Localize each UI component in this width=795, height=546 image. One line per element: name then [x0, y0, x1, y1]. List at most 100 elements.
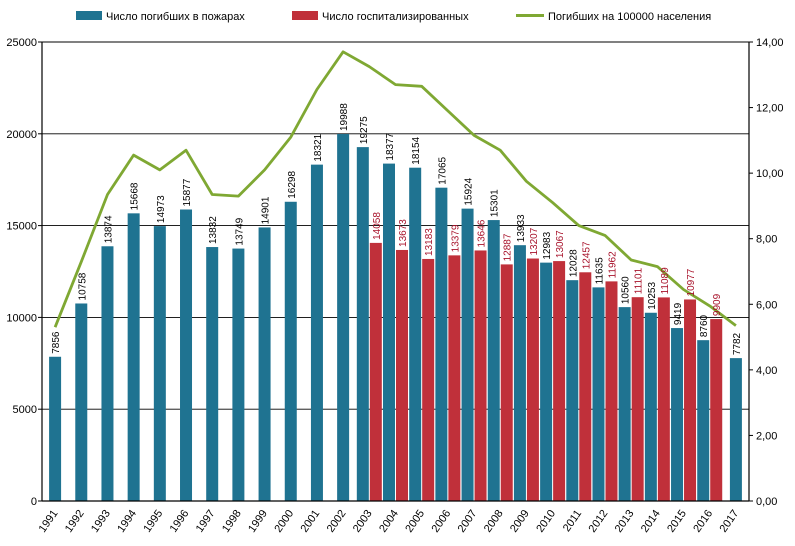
bar-deaths: [487, 220, 500, 501]
data-label-deaths: 15877: [182, 178, 193, 206]
line-layer: [53, 50, 737, 328]
data-label-deaths: 8760: [699, 314, 710, 337]
data-label-deaths: 19275: [359, 116, 370, 144]
bar-hospitalized: [526, 258, 539, 501]
y-left-tick-label: 20000: [6, 129, 37, 141]
bar-hospitalized: [684, 299, 697, 501]
x-tick-label: 2015: [665, 508, 689, 535]
bar-deaths: [356, 147, 369, 501]
data-label-hospitalized: 11101: [634, 267, 645, 294]
x-tick-label: 2004: [377, 508, 401, 535]
bar-deaths: [513, 245, 526, 501]
data-label-hospitalized: 10977: [686, 268, 697, 296]
x-tick-label: 1998: [220, 508, 244, 535]
bar-hospitalized: [474, 250, 487, 501]
y-right-tick-label: 8,00: [756, 234, 777, 246]
y-left-tick-label: 25000: [6, 37, 37, 49]
data-label-hospitalized: 13207: [529, 227, 540, 255]
x-tick-label: 2006: [429, 508, 453, 535]
x-tick-label: 2014: [639, 508, 663, 535]
bar-deaths: [232, 248, 245, 501]
bar-deaths: [337, 134, 350, 501]
data-label-deaths: 15301: [490, 189, 501, 217]
x-tick-label: 2011: [561, 508, 584, 534]
x-tick-label: 1991: [37, 508, 61, 535]
bar-hospitalized: [396, 249, 408, 501]
bar-hospitalized: [710, 319, 723, 501]
data-label-deaths: 13933: [516, 214, 527, 242]
y-right-tick-label: 4,00: [756, 365, 777, 377]
y-right-tick-label: 10,00: [756, 168, 784, 180]
bar-hospitalized: [369, 242, 382, 501]
legend-label-deaths: Число погибших в пожарах: [106, 11, 245, 23]
data-label-deaths: 17065: [437, 156, 448, 184]
x-tick-label: 2005: [403, 508, 427, 535]
legend-swatch-hospitalized: [292, 11, 318, 20]
bar-deaths: [75, 303, 88, 501]
x-tick-label: 2003: [351, 508, 375, 535]
bar-hospitalized: [631, 297, 644, 501]
bar-deaths: [258, 227, 271, 501]
bar-deaths: [435, 187, 448, 502]
bar-deaths: [180, 209, 193, 501]
y-right-tick-label: 6,00: [756, 299, 777, 311]
bar-hospitalized: [422, 258, 435, 501]
bar-deaths: [729, 358, 742, 501]
data-label-deaths: 13749: [234, 217, 245, 245]
y-right-tick-label: 2,00: [756, 430, 777, 442]
data-label-deaths: 12028: [568, 249, 579, 277]
data-label-deaths: 18154: [411, 136, 422, 164]
x-tick-label: 2012: [587, 508, 611, 535]
y-left-tick-label: 10000: [6, 312, 37, 324]
legend-label-hospitalized: Число госпитализированных: [322, 11, 469, 23]
data-label-deaths: 14901: [261, 196, 272, 224]
data-label-hospitalized: 13646: [477, 219, 488, 247]
bar-deaths: [409, 167, 422, 501]
x-tick-label: 2010: [534, 508, 558, 535]
bar-deaths: [49, 356, 62, 501]
bar-deaths: [644, 312, 657, 501]
data-label-deaths: 10253: [647, 282, 658, 310]
bar-deaths: [206, 247, 219, 501]
data-label-deaths: 13832: [208, 216, 219, 244]
x-tick-label: 1997: [194, 508, 218, 535]
x-tick-label: 2002: [325, 508, 349, 535]
data-label-deaths: 10758: [77, 272, 88, 300]
data-label-deaths: 9419: [673, 302, 684, 325]
x-tick-label: 2009: [508, 508, 532, 535]
data-label-deaths: 14973: [156, 195, 167, 223]
bar-deaths: [127, 213, 140, 502]
bar-deaths: [592, 287, 605, 501]
bar-deaths: [618, 307, 631, 501]
legend: Число погибших в пожарах Число госпитализ…: [76, 11, 711, 23]
x-tick-label: 1993: [89, 508, 113, 535]
data-label-hospitalized: 11089: [660, 267, 671, 295]
x-tick-label: 1995: [141, 508, 165, 535]
x-tick-label: 1992: [63, 508, 87, 535]
bar-hospitalized: [605, 281, 618, 501]
data-label-deaths: 11635: [594, 257, 605, 285]
line-rate-per-100000: [53, 50, 737, 328]
data-label-deaths: 18377: [385, 132, 396, 160]
data-label-deaths: 15924: [464, 177, 475, 205]
x-tick-label: 2007: [456, 508, 480, 535]
data-label-hospitalized: 13379: [450, 224, 461, 252]
bar-deaths: [310, 164, 323, 501]
bar-hospitalized: [500, 264, 513, 501]
bar-deaths: [101, 246, 114, 501]
bar-deaths: [383, 163, 395, 502]
x-tick-label: 2016: [691, 508, 715, 535]
data-label-hospitalized: 13673: [398, 219, 409, 247]
data-label-deaths: 15668: [130, 182, 141, 210]
data-label-hospitalized: 13067: [555, 230, 566, 258]
data-label-hospitalized: 12887: [503, 233, 514, 261]
data-label-deaths: 10560: [621, 276, 632, 304]
x-tick-label: 2017: [717, 508, 741, 535]
data-label-deaths: 13874: [103, 215, 114, 243]
legend-label-rate: Погибших на 100000 населения: [548, 11, 711, 23]
data-label-deaths: 7856: [51, 331, 62, 354]
data-label-deaths: 19988: [339, 103, 350, 131]
bar-deaths: [153, 226, 166, 502]
x-tick-label: 2001: [299, 508, 323, 535]
